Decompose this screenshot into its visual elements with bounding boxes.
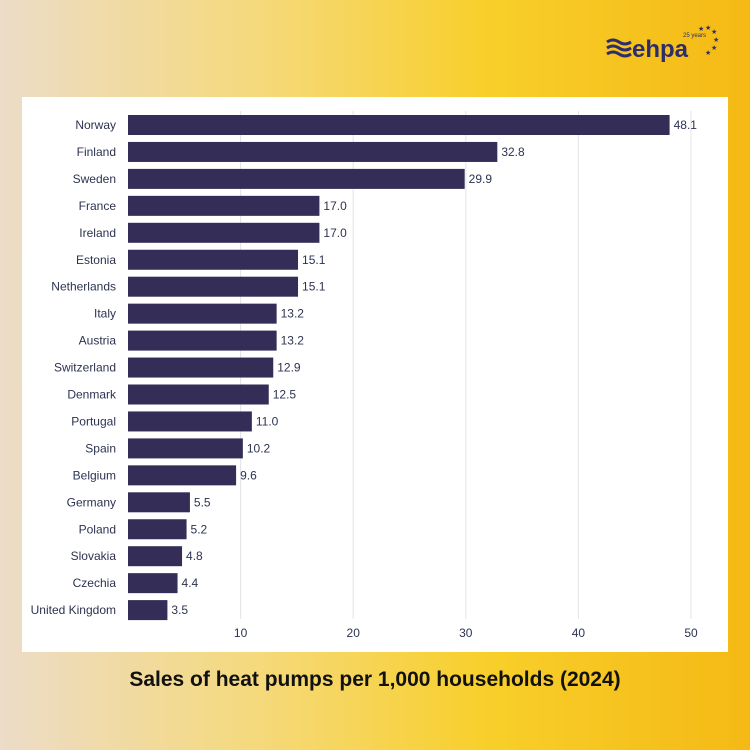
data-label: 12.9 (277, 361, 301, 375)
data-label: 13.2 (281, 334, 305, 348)
x-tick-label: 50 (684, 626, 698, 640)
data-label: 48.1 (674, 118, 698, 132)
category-label: Belgium (73, 468, 116, 482)
svg-text:★: ★ (705, 49, 711, 57)
bar (128, 222, 320, 243)
data-label: 5.5 (194, 495, 211, 509)
svg-text:★: ★ (711, 44, 717, 52)
category-label: Portugal (71, 414, 116, 428)
category-label: Denmark (67, 388, 117, 402)
category-label: Spain (85, 441, 116, 455)
svg-text:★: ★ (705, 24, 711, 32)
category-label: Austria (79, 334, 117, 348)
category-label: Netherlands (51, 280, 116, 294)
category-label: Poland (79, 522, 116, 536)
svg-text:★: ★ (698, 25, 704, 33)
chart-title: Sales of heat pumps per 1,000 households… (129, 668, 621, 691)
category-label: Slovakia (71, 549, 117, 563)
bar-chart: 10 20 30 40 50 Norway 48.1 Finland 32.8 Sweden 29.… (31, 111, 698, 640)
bar (128, 546, 183, 567)
category-label: Italy (94, 307, 116, 321)
category-label: United Kingdom (31, 603, 116, 617)
bar (128, 168, 465, 189)
bar (128, 384, 269, 405)
data-label: 9.6 (240, 468, 257, 482)
data-label: 15.1 (302, 253, 326, 267)
bar (128, 195, 320, 216)
bar (128, 357, 274, 378)
x-tick-label: 30 (459, 626, 473, 640)
x-tick-label: 10 (234, 626, 248, 640)
bar (128, 600, 168, 621)
data-label: 12.5 (273, 388, 297, 402)
bar (128, 411, 252, 432)
bar (128, 303, 277, 324)
x-tick-label: 20 (347, 626, 361, 640)
category-label: Norway (75, 118, 116, 132)
data-label: 4.8 (186, 549, 203, 563)
data-label: 10.2 (247, 441, 271, 455)
ehpa-logo: ehpa 25 years ★ ★ ★ ★ ★ ★ (605, 24, 720, 64)
category-label: Czechia (73, 576, 117, 590)
svg-text:ehpa: ehpa (632, 36, 689, 63)
bar (128, 330, 277, 351)
bar (128, 115, 670, 135)
svg-text:25 years: 25 years (683, 33, 706, 39)
data-label: 11.0 (256, 414, 279, 428)
category-label: Finland (77, 145, 116, 159)
bar (128, 438, 243, 459)
data-label: 3.5 (171, 603, 188, 617)
category-label: Germany (67, 495, 116, 509)
bar (128, 573, 178, 594)
data-label: 13.2 (281, 307, 305, 321)
data-label: 4.4 (182, 576, 199, 590)
bar (128, 465, 237, 486)
data-label: 32.8 (501, 145, 525, 159)
category-label: France (79, 199, 117, 213)
bar (128, 249, 299, 270)
category-label: Estonia (76, 253, 116, 267)
svg-text:★: ★ (711, 28, 717, 36)
category-label: Switzerland (54, 361, 116, 375)
data-label: 29.9 (469, 172, 493, 186)
svg-text:★: ★ (713, 36, 719, 44)
data-label: 15.1 (302, 280, 326, 294)
category-label: Ireland (79, 226, 116, 240)
data-label: 17.0 (323, 226, 347, 240)
bar (128, 276, 299, 297)
data-label: 17.0 (323, 199, 347, 213)
bar (128, 141, 498, 162)
x-tick-label: 40 (572, 626, 586, 640)
bar (128, 519, 187, 540)
bar (128, 492, 190, 513)
category-label: Sweden (73, 172, 116, 186)
chart-panel: 10 20 30 40 50 Norway 48.1 Finland 32.8 Sweden 29.… (22, 97, 728, 652)
data-label: 5.2 (191, 522, 208, 536)
